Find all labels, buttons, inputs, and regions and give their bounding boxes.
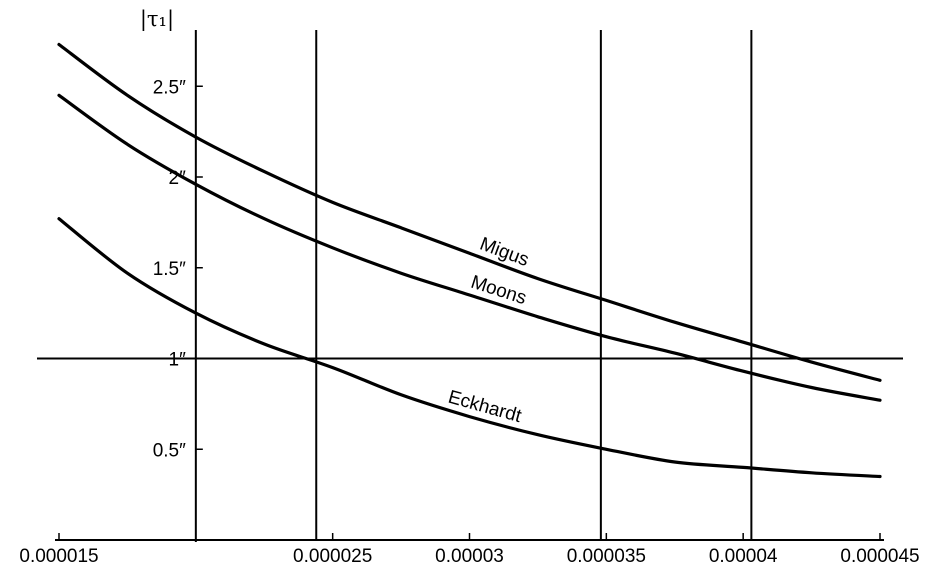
x-tick-label: 0.00004 (709, 546, 778, 567)
reference-lines (37, 30, 903, 540)
series-curves (57, 42, 882, 479)
x-tick-label: 0.000015 (19, 546, 98, 567)
axis-ticks: 0.000015 0.000025 0.00003 0.000035 0.00004 0.… (19, 77, 919, 567)
x-tick-label: 0.000025 (293, 546, 372, 567)
curve-migus (57, 42, 882, 382)
y-tick-label: 2.5″ (153, 77, 186, 98)
x-tick-label: 0.00003 (435, 546, 504, 567)
y-tick-label: 0.5″ (153, 440, 186, 461)
curve-moons (57, 93, 882, 402)
y-tick-label: 1.5″ (153, 259, 186, 280)
y-tick-label: 1″ (169, 350, 187, 371)
y-axis-title: |τ₁| (140, 7, 174, 32)
curve-eckhardt (57, 217, 882, 479)
x-tick-label: 0.000045 (840, 546, 919, 567)
x-tick-label: 0.000035 (567, 546, 646, 567)
